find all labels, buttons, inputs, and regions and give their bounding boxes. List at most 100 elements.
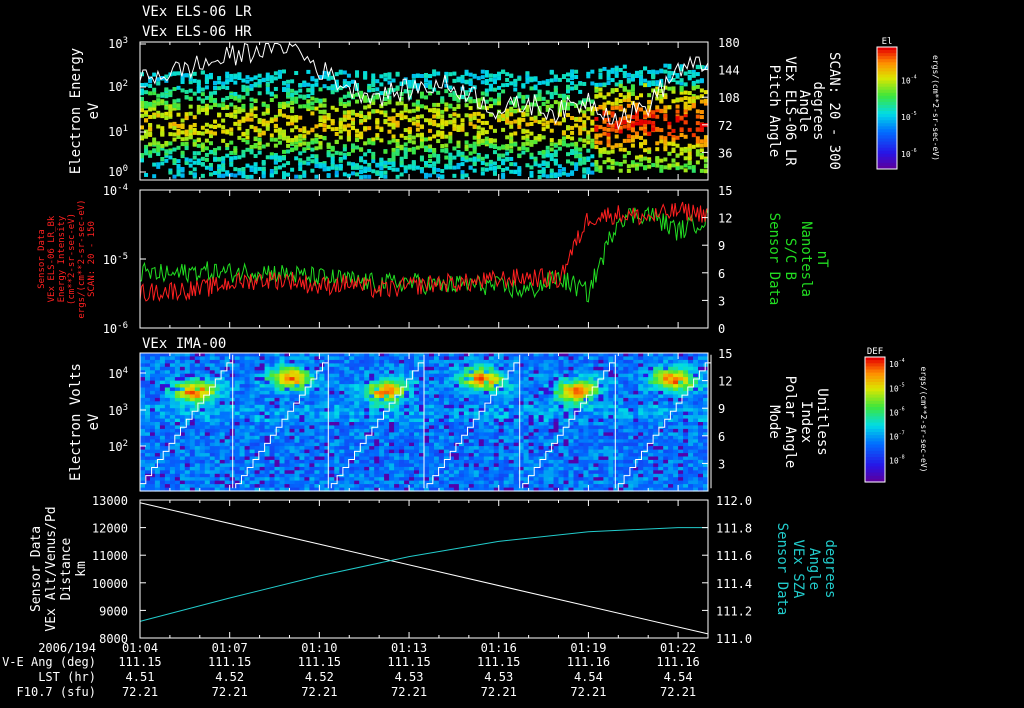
ima-pixel <box>184 463 191 468</box>
els-pixel <box>415 86 420 91</box>
ima-pixel <box>279 435 285 440</box>
els-pixel <box>679 90 684 95</box>
ima-pixel <box>164 387 171 392</box>
ima-pixel <box>369 373 375 378</box>
els-pixel <box>383 170 388 175</box>
ima-pixel <box>284 356 290 361</box>
ima-pixel <box>140 366 146 371</box>
els-pixel <box>529 165 534 170</box>
ima-pixel <box>424 453 430 458</box>
els-pixel <box>200 70 205 75</box>
ima-pixel <box>239 463 246 468</box>
ima-pixel <box>404 353 410 357</box>
ima-pixel <box>145 432 151 437</box>
els-pixel <box>492 73 497 78</box>
ima-pixel <box>284 439 290 444</box>
ima-pixel <box>164 422 171 426</box>
els-pixel <box>549 168 554 173</box>
els-pixel <box>533 161 538 166</box>
ima-pixel <box>199 415 206 420</box>
ima-pixel <box>359 415 365 420</box>
ima-pixel <box>219 466 226 471</box>
ima-pixel <box>414 442 420 447</box>
els-pixel <box>440 96 445 101</box>
ima-pixel <box>364 359 370 364</box>
ima-pixel <box>249 435 256 440</box>
ima-pixel <box>219 418 226 423</box>
els-pixel <box>586 97 591 102</box>
ima-pixel <box>194 470 201 475</box>
els-pixel <box>424 73 428 78</box>
ima-pixel <box>389 456 395 461</box>
ima-pixel <box>443 366 450 371</box>
ima-pixel <box>379 394 385 399</box>
ima-pixel <box>264 370 271 375</box>
els-pixel <box>391 154 396 159</box>
ima-pixel <box>194 370 201 375</box>
els-pixel <box>294 90 299 95</box>
ima-pixel <box>404 394 410 399</box>
els-pixel <box>355 70 360 75</box>
ima-pixel <box>164 401 171 406</box>
ima-pixel <box>309 373 315 378</box>
ima-pixel <box>204 408 211 413</box>
els-pixel <box>428 85 433 90</box>
ima-pixel <box>239 439 246 444</box>
els-pixel <box>436 123 441 128</box>
els-pixel <box>367 111 372 116</box>
ima-pixel <box>304 456 310 461</box>
ima-pixel <box>219 456 226 461</box>
els-pixel <box>196 96 201 101</box>
els-pixel <box>679 115 684 120</box>
ima-pixel <box>424 480 430 485</box>
ima-pixel <box>259 456 266 461</box>
els-pixel <box>367 85 372 90</box>
els-pixel <box>464 80 469 85</box>
ima-pixel <box>194 487 201 492</box>
ima-pixel <box>319 473 325 478</box>
ima-pixel <box>269 459 275 464</box>
ima-pixel <box>289 466 295 471</box>
els-pixel <box>391 88 396 93</box>
ima-pixel <box>324 401 330 406</box>
ima-pixel <box>179 422 186 426</box>
els-pixel <box>655 163 660 168</box>
els-pixel <box>614 143 619 148</box>
ima-pixel <box>239 401 246 406</box>
els-pixel <box>618 105 623 110</box>
ima-pixel <box>369 404 375 409</box>
ima-pixel <box>369 487 375 492</box>
ima-pixel <box>224 411 231 416</box>
ima-pixel <box>284 446 290 451</box>
els-pixel <box>261 102 266 107</box>
ima-pixel <box>224 387 231 392</box>
ima-pixel <box>324 446 330 451</box>
ima-pixel <box>309 442 315 447</box>
ima-pixel <box>184 477 191 482</box>
ima-pixel <box>150 459 156 464</box>
ima-pixel <box>424 380 430 385</box>
ima-pixel <box>159 487 166 492</box>
ima-pixel <box>419 463 425 468</box>
els-pixel <box>326 113 331 118</box>
ima-pixel <box>179 404 186 409</box>
ima-pixel <box>434 353 440 357</box>
els-pixel <box>598 92 603 97</box>
els-pixel <box>399 144 404 149</box>
ima-pixel <box>284 408 290 413</box>
els-pixel <box>395 167 400 172</box>
ima-pixel <box>289 446 295 451</box>
ima-pixel <box>424 366 430 371</box>
els-pixel <box>557 110 562 115</box>
ima-pixel <box>169 377 176 382</box>
els-pixel <box>460 172 465 177</box>
ima-pixel <box>384 425 390 430</box>
ima-pixel <box>304 370 310 375</box>
ima-pixel <box>169 394 176 399</box>
els-pixel <box>484 88 489 93</box>
els-pixel <box>695 142 700 147</box>
els-pixel <box>610 165 615 170</box>
els-pixel <box>282 149 286 154</box>
ima-pixel <box>304 401 310 406</box>
ima-pixel <box>369 411 375 416</box>
